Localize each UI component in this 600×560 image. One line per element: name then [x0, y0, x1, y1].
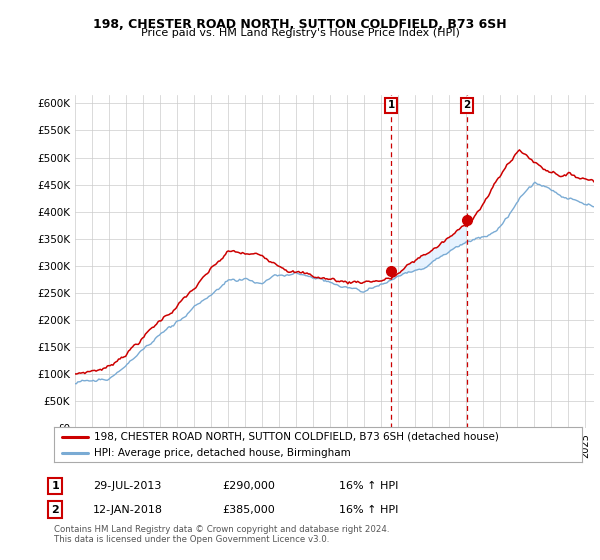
- Text: 2: 2: [52, 505, 59, 515]
- Text: £290,000: £290,000: [222, 481, 275, 491]
- Text: Contains HM Land Registry data © Crown copyright and database right 2024.
This d: Contains HM Land Registry data © Crown c…: [54, 525, 389, 544]
- Text: 16% ↑ HPI: 16% ↑ HPI: [339, 481, 398, 491]
- Text: 29-JUL-2013: 29-JUL-2013: [93, 481, 161, 491]
- Text: 1: 1: [388, 100, 395, 110]
- Text: 12-JAN-2018: 12-JAN-2018: [93, 505, 163, 515]
- Text: £385,000: £385,000: [222, 505, 275, 515]
- Text: HPI: Average price, detached house, Birmingham: HPI: Average price, detached house, Birm…: [94, 447, 350, 458]
- Text: 198, CHESTER ROAD NORTH, SUTTON COLDFIELD, B73 6SH (detached house): 198, CHESTER ROAD NORTH, SUTTON COLDFIEL…: [94, 432, 499, 442]
- Text: Price paid vs. HM Land Registry's House Price Index (HPI): Price paid vs. HM Land Registry's House …: [140, 28, 460, 38]
- Text: 2: 2: [463, 100, 470, 110]
- Text: 16% ↑ HPI: 16% ↑ HPI: [339, 505, 398, 515]
- Text: 198, CHESTER ROAD NORTH, SUTTON COLDFIELD, B73 6SH: 198, CHESTER ROAD NORTH, SUTTON COLDFIEL…: [93, 18, 507, 31]
- Text: 1: 1: [52, 481, 59, 491]
